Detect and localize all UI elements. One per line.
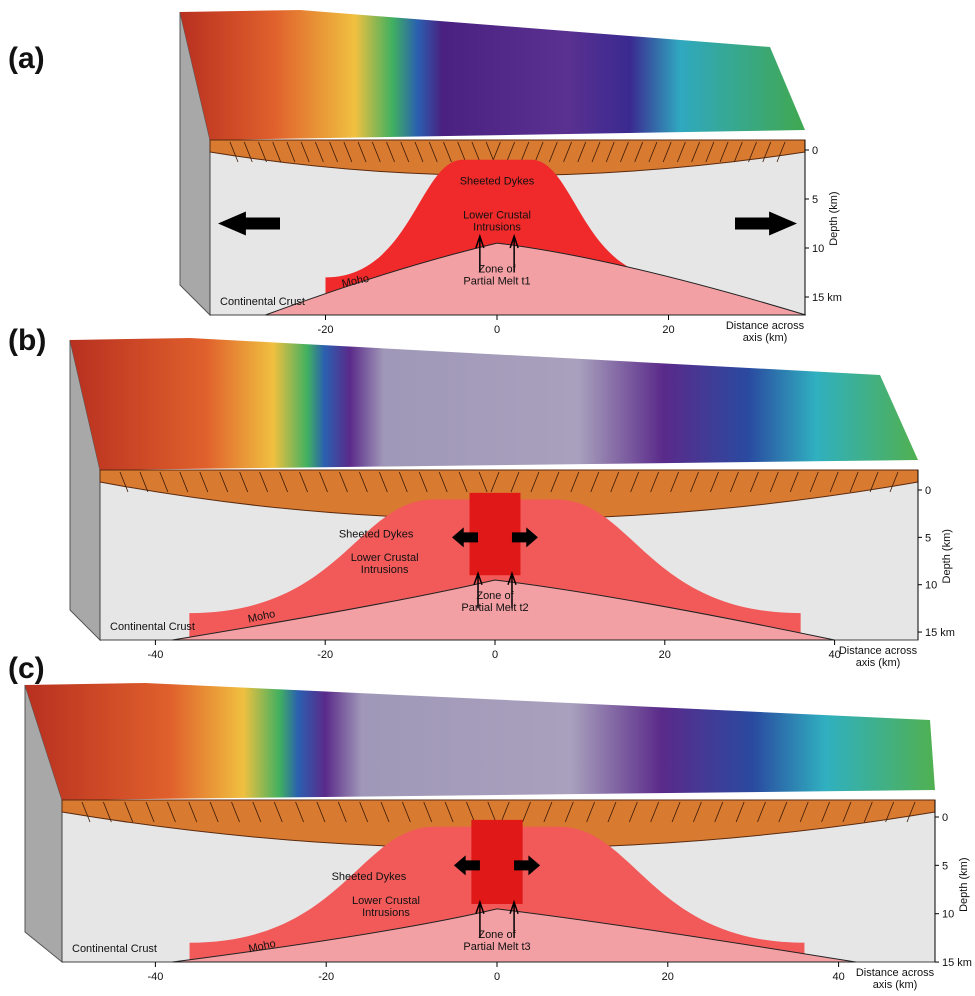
depth-tick-label: 0 <box>812 145 818 157</box>
lower-crustal-label: Lower Crustal <box>463 210 531 222</box>
melt-zone-label: Zone of <box>478 929 516 941</box>
panel-label: (a) <box>8 42 45 75</box>
distance-axis-title: axis (km) <box>873 979 918 991</box>
panel-label: (c) <box>8 652 45 685</box>
distance-tick-label: -40 <box>147 971 163 983</box>
distance-tick-label: 40 <box>832 971 844 983</box>
sheeted-dykes-label: Sheeted Dykes <box>339 528 414 540</box>
depth-tick-label: 0 <box>942 812 948 824</box>
figure: (a)Sheeted DykesLower CrustalIntrusionsZ… <box>0 0 975 996</box>
distance-tick-label: 20 <box>659 649 671 661</box>
depth-tick-label: 5 <box>812 194 818 206</box>
distance-tick-label: -20 <box>317 649 333 661</box>
distance-tick-label: -20 <box>318 324 334 336</box>
depth-tick-label: 10 <box>812 243 824 255</box>
melt-zone-label: Zone of <box>476 590 514 602</box>
lower-crustal-label: Lower Crustal <box>352 895 420 907</box>
depth-axis-title: Depth (km) <box>941 529 953 583</box>
melt-zone-label: Partial Melt t3 <box>463 941 530 953</box>
distance-axis-title: Distance across <box>839 645 918 657</box>
panel-label: (b) <box>8 324 46 357</box>
depth-tick-label: 5 <box>925 532 931 544</box>
terrain-surface <box>70 338 918 470</box>
melt-zone-label: Zone of <box>478 264 516 276</box>
sheeted-dykes-label: Sheeted Dykes <box>460 175 535 187</box>
distance-tick-label: 20 <box>662 971 674 983</box>
depth-axis-title: Depth (km) <box>828 191 840 245</box>
distance-axis-title: Distance across <box>856 967 935 979</box>
continental-crust-label: Continental Crust <box>110 621 195 633</box>
lower-crustal-label: Intrusions <box>473 222 521 234</box>
depth-axis-title: Depth (km) <box>958 857 970 911</box>
distance-tick-label: 0 <box>492 649 498 661</box>
sheeted-dykes-label: Sheeted Dykes <box>332 871 407 883</box>
lower-crustal-label: Intrusions <box>361 564 409 576</box>
depth-tick-label: 15 km <box>925 627 955 639</box>
melt-zone-label: Partial Melt t1 <box>463 276 530 288</box>
depth-tick-label: 15 km <box>942 957 972 969</box>
continental-crust-label: Continental Crust <box>220 296 305 308</box>
terrain-surface <box>25 683 935 800</box>
distance-axis-title: axis (km) <box>743 332 788 344</box>
lower-crustal-label: Lower Crustal <box>351 552 419 564</box>
distance-axis-title: Distance across <box>726 320 805 332</box>
distance-tick-label: -40 <box>147 649 163 661</box>
depth-tick-label: 10 <box>925 580 937 592</box>
melt-zone-label: Partial Melt t2 <box>461 602 528 614</box>
depth-tick-label: 5 <box>942 860 948 872</box>
distance-tick-label: 20 <box>662 324 674 336</box>
depth-tick-label: 15 km <box>812 292 842 304</box>
distance-tick-label: -20 <box>318 971 334 983</box>
distance-tick-label: 0 <box>494 324 500 336</box>
distance-tick-label: 0 <box>494 971 500 983</box>
distance-axis-title: axis (km) <box>856 657 901 669</box>
depth-tick-label: 10 <box>942 909 954 921</box>
lower-crustal-label: Intrusions <box>362 907 410 919</box>
depth-tick-label: 0 <box>925 485 931 497</box>
continental-crust-label: Continental Crust <box>72 943 157 955</box>
terrain-surface <box>180 10 805 140</box>
